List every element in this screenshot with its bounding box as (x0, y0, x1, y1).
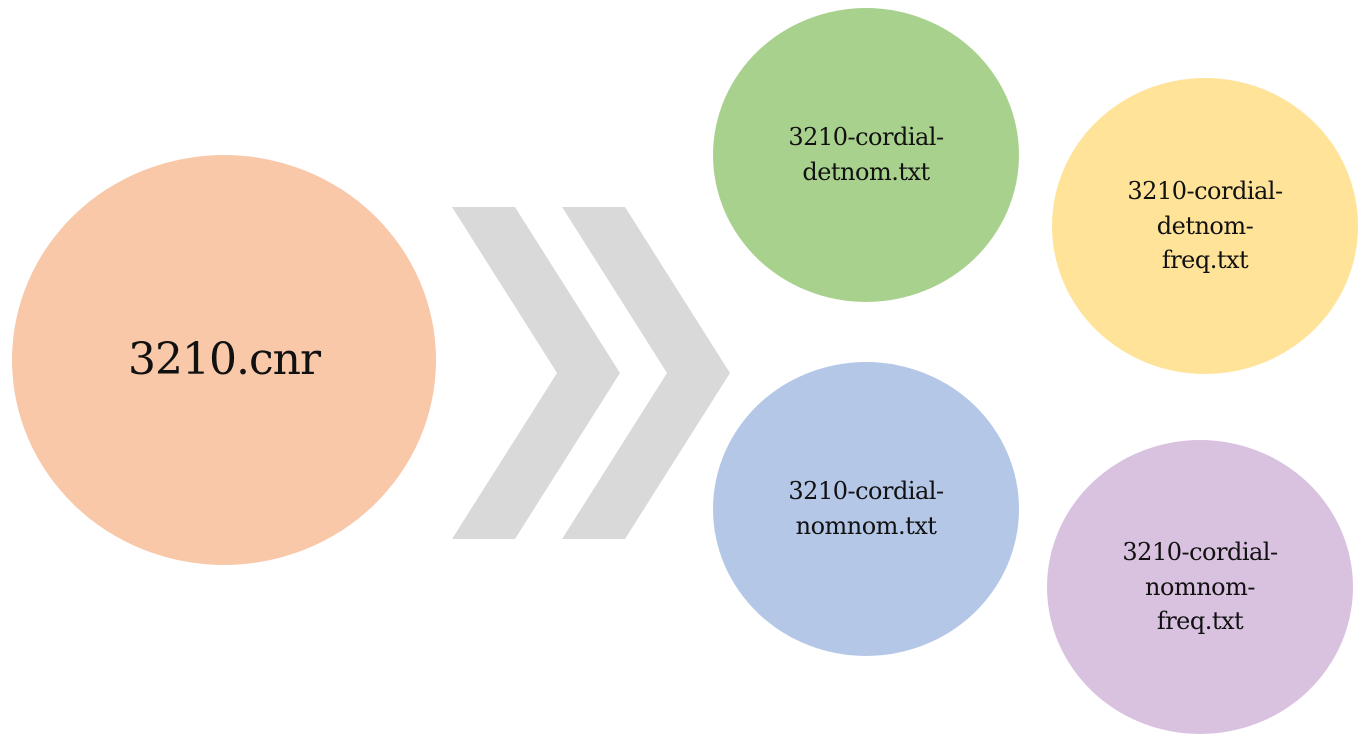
output-nomnom-label: 3210-cordial- nomnom.txt (788, 474, 944, 544)
output-detnom-freq-line-1: 3210-cordial- (1127, 176, 1283, 205)
output-detnom-freq-line-2: detnom- (1156, 211, 1254, 240)
output-nomnom-freq-line-1: 3210-cordial- (1122, 537, 1278, 566)
double-chevron-right-icon (452, 207, 730, 539)
chevron-second (562, 207, 730, 539)
output-detnom-node: 3210-cordial- detnom.txt (713, 8, 1019, 302)
source-file-label: 3210.cnr (128, 334, 321, 386)
output-nomnom-freq-node: 3210-cordial- nomnom- freq.txt (1047, 440, 1353, 734)
output-nomnom-line-2: nomnom.txt (795, 512, 937, 540)
output-detnom-freq-label: 3210-cordial- detnom- freq.txt (1127, 174, 1283, 278)
output-nomnom-freq-line-3: freq.txt (1156, 607, 1244, 636)
output-detnom-freq-line-3: freq.txt (1161, 246, 1249, 275)
output-detnom-line-2: detnom.txt (802, 158, 930, 186)
chevron-first (452, 207, 620, 539)
output-nomnom-line-1: 3210-cordial- (788, 477, 944, 506)
output-nomnom-node: 3210-cordial- nomnom.txt (713, 362, 1019, 656)
output-detnom-line-1: 3210-cordial- (788, 123, 944, 152)
output-detnom-freq-node: 3210-cordial- detnom- freq.txt (1052, 78, 1358, 374)
output-nomnom-freq-label: 3210-cordial- nomnom- freq.txt (1122, 535, 1278, 639)
output-detnom-label: 3210-cordial- detnom.txt (788, 120, 944, 190)
output-nomnom-freq-line-2: nomnom- (1145, 572, 1255, 601)
source-file-node: 3210.cnr (12, 155, 436, 565)
